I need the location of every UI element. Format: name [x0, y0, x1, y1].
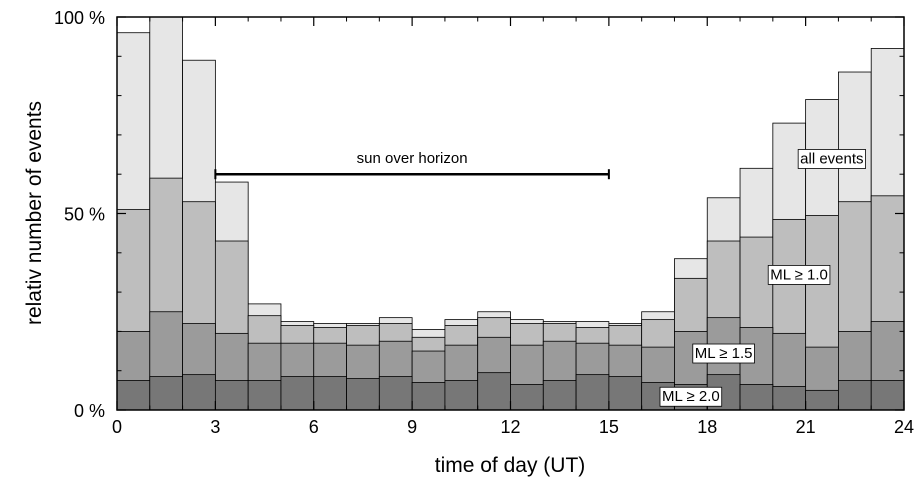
- legend-box-2: [767, 265, 831, 285]
- bar-3-6: [313, 376, 347, 411]
- bar-3-9: [411, 382, 446, 411]
- x-tick-label-4: 12: [500, 417, 520, 437]
- bar-3-19: [739, 384, 774, 411]
- bar-3-2: [182, 374, 216, 411]
- legend-label-4: ML ≥ 2.0: [662, 388, 720, 405]
- bar-3-14: [575, 374, 610, 411]
- bar-3-1: [149, 376, 183, 411]
- y-tick-label-2: 100 %: [54, 8, 105, 28]
- bar-3-15: [608, 376, 643, 411]
- x-tick-label-8: 24: [894, 417, 914, 437]
- legend-box-1: [797, 149, 866, 169]
- legend-box-3: [692, 343, 755, 364]
- bar-3-12: [510, 384, 544, 411]
- x-tick-label-3: 9: [407, 417, 417, 437]
- x-tick-label-0: 0: [112, 417, 122, 437]
- bars-layer: [116, 16, 905, 411]
- bar-3-22: [838, 380, 872, 411]
- y-tick-label-0: 0 %: [74, 401, 105, 421]
- ticks-layer: 0 3 6 9 12 15 18 21 24 0 % 50 % 100 %: [54, 8, 914, 437]
- annotations-layer: sun over horizon all events ML ≥ 1.0 ML ≥ 1…: [214, 149, 866, 407]
- bar-3-10: [444, 380, 479, 411]
- y-tick-label-1: 50 %: [64, 205, 105, 225]
- x-tick-label-6: 18: [697, 417, 717, 437]
- x-axis-title: time of day (UT): [435, 454, 586, 477]
- x-tick-label-7: 21: [796, 417, 816, 437]
- bar-3-4: [247, 380, 282, 411]
- bar-3-11: [477, 372, 511, 411]
- sun-horizon-label: sun over horizon: [357, 150, 468, 167]
- legend-label-2: ML ≥ 1.0: [770, 266, 828, 283]
- bar-3-3: [214, 380, 249, 411]
- legend-label-3: ML ≥ 1.5: [695, 345, 753, 362]
- bar-3-7: [346, 378, 380, 411]
- bar-3-0: [116, 380, 151, 411]
- bar-3-23: [870, 380, 905, 411]
- legend-box-4: [659, 386, 723, 407]
- legend-label-1: all events: [800, 150, 863, 167]
- bar-3-13: [542, 380, 577, 411]
- y-axis-title: relativ number of events: [23, 101, 46, 325]
- x-tick-label-1: 3: [210, 417, 220, 437]
- bar-3-8: [378, 376, 413, 411]
- bar-3-20: [772, 386, 807, 411]
- bar-3-5: [280, 376, 315, 411]
- bar-3-21: [805, 389, 839, 411]
- x-tick-label-2: 6: [309, 417, 319, 437]
- x-tick-label-5: 15: [599, 417, 619, 437]
